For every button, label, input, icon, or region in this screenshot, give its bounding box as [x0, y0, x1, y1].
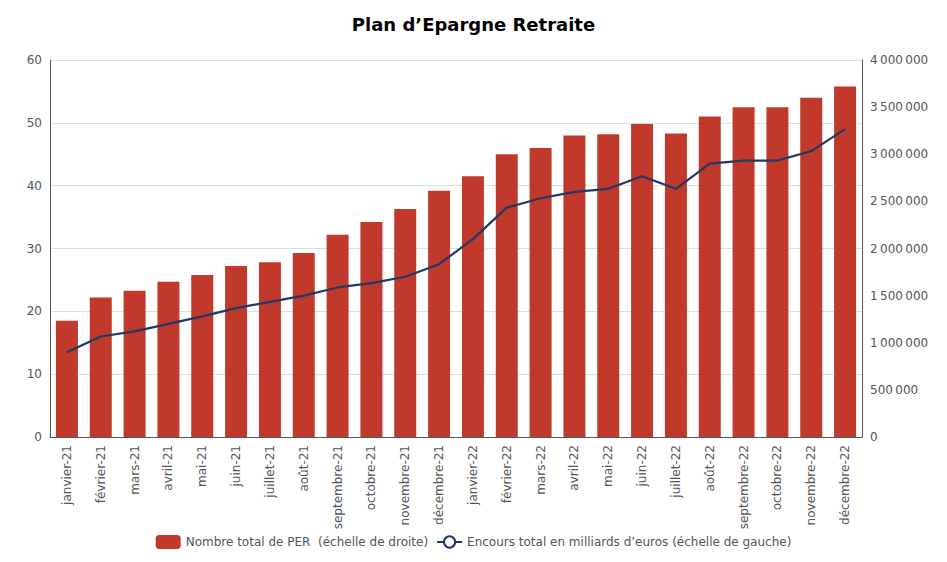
svg-text:mai-22: mai-22 — [601, 445, 615, 487]
svg-text:avril-21: avril-21 — [161, 445, 175, 491]
svg-text:2 500 000: 2 500 000 — [870, 194, 928, 208]
svg-text:mars-22: mars-22 — [534, 445, 548, 495]
svg-text:avril-22: avril-22 — [567, 445, 581, 491]
svg-text:décembre-22: décembre-22 — [838, 445, 852, 525]
svg-text:août-21: août-21 — [297, 445, 311, 492]
svg-text:50: 50 — [27, 116, 42, 130]
svg-text:mars-21: mars-21 — [128, 445, 142, 495]
svg-text:août-22: août-22 — [703, 445, 717, 492]
svg-text:mai-21: mai-21 — [195, 445, 209, 487]
svg-text:juin-22: juin-22 — [635, 445, 649, 487]
svg-text:1 500 000: 1 500 000 — [870, 289, 928, 303]
svg-text:février-21: février-21 — [94, 445, 108, 503]
svg-text:20: 20 — [27, 304, 42, 318]
svg-text:février-22: février-22 — [500, 445, 514, 503]
svg-text:décembre-21: décembre-21 — [432, 445, 446, 525]
svg-text:30: 30 — [27, 242, 42, 256]
svg-text:octobre-22: octobre-22 — [770, 445, 784, 510]
svg-text:juillet-22: juillet-22 — [669, 445, 683, 499]
svg-text:3 000 000: 3 000 000 — [870, 147, 928, 161]
svg-text:2 000 000: 2 000 000 — [870, 242, 928, 256]
svg-text:janvier-22: janvier-22 — [466, 445, 480, 506]
svg-text:janvier-21: janvier-21 — [60, 445, 74, 506]
svg-text:0: 0 — [34, 430, 42, 444]
svg-text:10: 10 — [27, 367, 42, 381]
svg-text:60: 60 — [27, 53, 42, 67]
svg-text:4 000 000: 4 000 000 — [870, 53, 928, 67]
svg-text:40: 40 — [27, 179, 42, 193]
svg-text:juillet-21: juillet-21 — [263, 445, 277, 499]
svg-text:Encours total en milliards d’e: Encours total en milliards d’euros (éche… — [467, 535, 791, 549]
svg-text:3 500 000: 3 500 000 — [870, 100, 928, 114]
svg-text:500 000: 500 000 — [870, 383, 918, 397]
svg-text:septembre-21: septembre-21 — [331, 445, 345, 529]
svg-text:Plan d’Epargne Retraite: Plan d’Epargne Retraite — [352, 14, 595, 35]
svg-text:juin-21: juin-21 — [229, 445, 243, 487]
svg-text:novembre-21: novembre-21 — [398, 445, 412, 525]
svg-text:novembre-22: novembre-22 — [804, 445, 818, 525]
svg-text:septembre-22: septembre-22 — [737, 445, 751, 529]
svg-text:1 000 000: 1 000 000 — [870, 336, 928, 350]
svg-text:octobre-21: octobre-21 — [364, 445, 378, 510]
svg-text:0: 0 — [870, 430, 878, 444]
svg-text:Nombre total de PER (échelle: Nombre total de PER (échelle de droite) — [186, 535, 428, 549]
